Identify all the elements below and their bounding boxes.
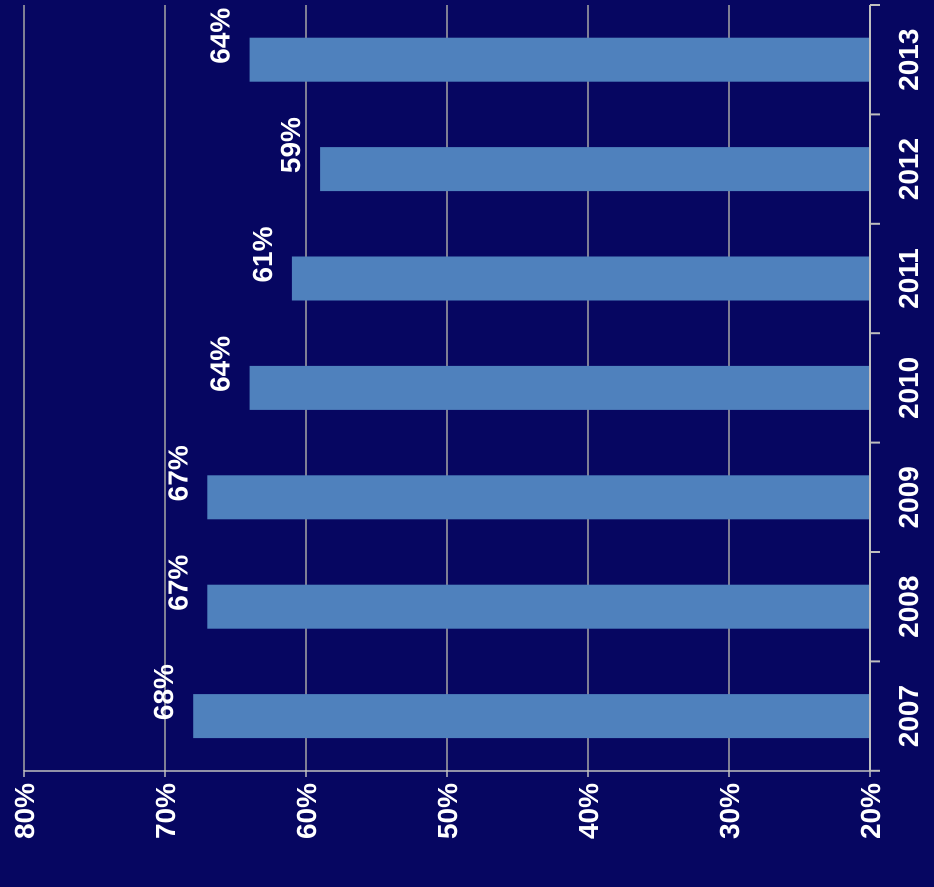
category-labels: 2007 2008 2009 2010 2011 2012 2013 bbox=[893, 29, 924, 748]
value-tick-label: 70% bbox=[150, 783, 181, 839]
category-label-2012: 2012 bbox=[893, 138, 924, 200]
value-tick-labels: 20% 30% 40% 50% 60% 70% 80% bbox=[9, 783, 886, 839]
value-tick-label: 40% bbox=[573, 783, 604, 839]
category-label-2010: 2010 bbox=[893, 357, 924, 419]
bar-2008 bbox=[207, 584, 871, 629]
data-label-2007: 68% bbox=[148, 664, 179, 720]
data-label-2010: 64% bbox=[205, 336, 236, 392]
category-label-2013: 2013 bbox=[893, 29, 924, 91]
bar-2009 bbox=[207, 475, 871, 520]
category-label-2007: 2007 bbox=[893, 685, 924, 747]
category-axis bbox=[24, 4, 880, 772]
bar-2010 bbox=[249, 365, 871, 410]
category-label-2011: 2011 bbox=[893, 248, 924, 309]
bar-2012 bbox=[320, 147, 871, 192]
value-tick-label: 30% bbox=[714, 783, 745, 839]
bar-2007 bbox=[193, 694, 870, 739]
bars bbox=[193, 37, 871, 739]
category-label-2009: 2009 bbox=[893, 466, 924, 528]
value-tick-label: 20% bbox=[855, 783, 886, 839]
data-label-2011: 61% bbox=[247, 226, 278, 282]
category-label-2008: 2008 bbox=[893, 576, 924, 638]
data-label-2009: 67% bbox=[162, 445, 193, 501]
data-label-2012: 59% bbox=[275, 117, 306, 173]
value-tick-label: 80% bbox=[9, 783, 40, 839]
data-label-2008: 67% bbox=[162, 555, 193, 611]
bar-2011 bbox=[291, 256, 870, 301]
data-labels: 68% 67% 67% 64% 61% 59% 64% bbox=[148, 8, 306, 721]
bar-2013 bbox=[249, 37, 871, 82]
value-tick-label: 60% bbox=[291, 783, 322, 839]
data-label-2013: 64% bbox=[205, 8, 236, 64]
value-tick-label: 50% bbox=[432, 783, 463, 839]
